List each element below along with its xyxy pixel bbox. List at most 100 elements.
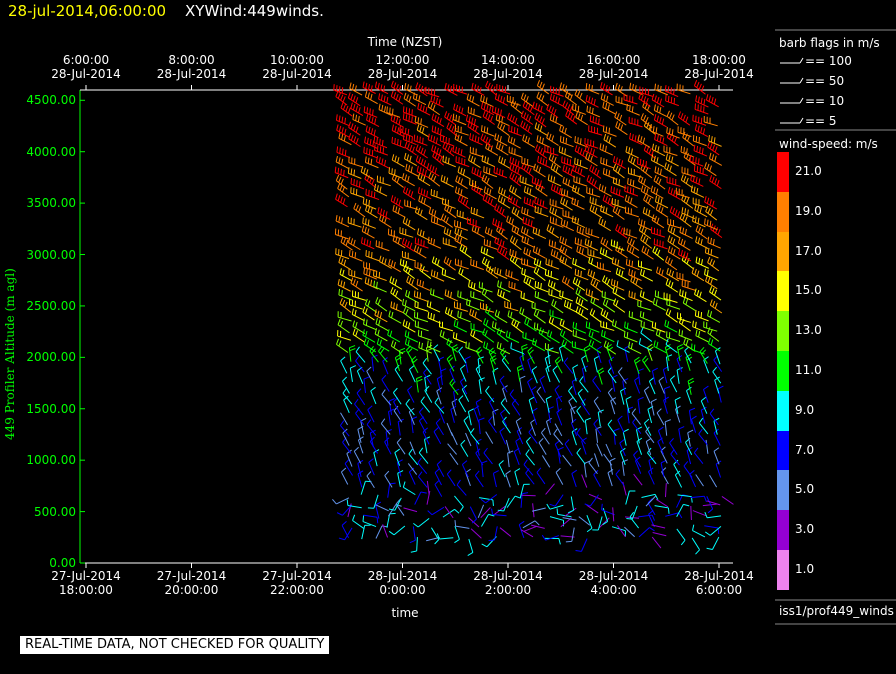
wind-barb [717,385,724,403]
barb-staff [561,344,574,354]
wind-barb [500,398,511,415]
barb-feather [575,322,578,329]
barb-feather [462,460,468,465]
barb-feather [340,196,343,203]
barb-staff [475,368,483,382]
barb-feather [520,92,524,99]
barb-feather [559,255,562,262]
barb-feather [561,339,565,346]
barb-staff [348,274,363,280]
barb-feather [577,113,581,120]
barb-feather [335,155,338,163]
wind-barb [636,437,643,455]
wind-barb [549,198,564,210]
barb-feather [353,446,359,452]
barb-feather [498,143,502,150]
barb-feather [534,122,538,129]
wind-barb [640,113,653,128]
barb-staff [550,168,563,178]
barb-staff [664,421,668,436]
wind-barb [600,308,613,323]
wind-barb [357,470,364,488]
barb-feather [640,94,644,101]
barb-staff [365,194,380,201]
barb-feather [572,164,575,171]
wind-barb [393,405,403,423]
barb-staff [405,169,419,177]
barb-feather [712,239,715,246]
barb-staff [589,169,602,179]
barb-staff [428,212,442,221]
wind-barb [525,468,535,485]
wind-barb [553,428,564,446]
barb-staff [533,251,546,259]
barb-feather [709,408,715,414]
top-axis-label: Time (NZST) [367,35,443,49]
wind-barb [531,407,538,425]
wind-barb [521,343,528,361]
barb-feather [653,104,656,111]
barb-feather [366,471,372,477]
barb-feather [684,208,687,215]
wind-barb [572,257,586,271]
bottom-tick-date: 28-Jul-2014 [473,569,543,583]
barb-staff [534,296,549,303]
barb-feather [678,512,683,519]
barb-feather [553,176,556,183]
barb-feather [428,171,432,178]
barb-feather [646,248,650,255]
barb-staff [647,452,657,465]
wind-barb [414,237,429,249]
barb-staff [663,298,678,303]
barb-feather [399,140,402,147]
barb-staff [386,513,391,528]
barb-feather [459,229,462,237]
barb-feather [675,470,681,476]
wind-barb [624,526,635,538]
barb-staff [352,325,366,335]
barb-staff [615,88,628,97]
barb-staff [572,346,586,352]
barb-feather [505,269,507,276]
barb-feather [383,159,387,166]
barb-staff [523,464,534,476]
barb-feather [598,217,601,224]
barb-feather [689,470,695,475]
barb-feather [683,196,687,203]
barb-feather [402,216,406,223]
barb-staff [423,372,432,385]
barb-feather [528,115,532,122]
wind-barb [545,258,560,270]
barb-feather [443,176,446,183]
barb-feather [429,301,432,308]
barb-feather [487,138,491,145]
top-tick-time: 8:00:00 [168,53,215,67]
barb-feather [454,133,457,140]
barb-feather [488,266,492,273]
wind-barb [666,267,680,282]
wind-barb [653,104,668,117]
wind-barb [685,353,693,371]
barb-staff [643,422,652,436]
bottom-tick-label: 27-Jul-2014 18:00:00 [51,569,121,597]
barb-staff [627,183,641,190]
barb-feather [499,343,502,350]
barb-feather [365,319,368,326]
barb-feather [377,329,380,336]
barb-staff [428,177,441,187]
barb-staff [388,264,402,273]
barb-feather [495,113,498,120]
wind-barb [450,405,457,423]
barb-feather [522,216,525,223]
wind-barb [707,236,721,249]
barb-feather [576,427,581,434]
barb-feather [499,329,503,336]
barb-staff [357,429,362,444]
wind-barb [679,226,693,239]
wind-barb [562,100,575,116]
barb-staff [459,249,472,259]
barb-feather [510,311,513,318]
barb-feather [602,298,606,305]
wind-barb [506,215,519,230]
barb-feather [552,365,558,371]
